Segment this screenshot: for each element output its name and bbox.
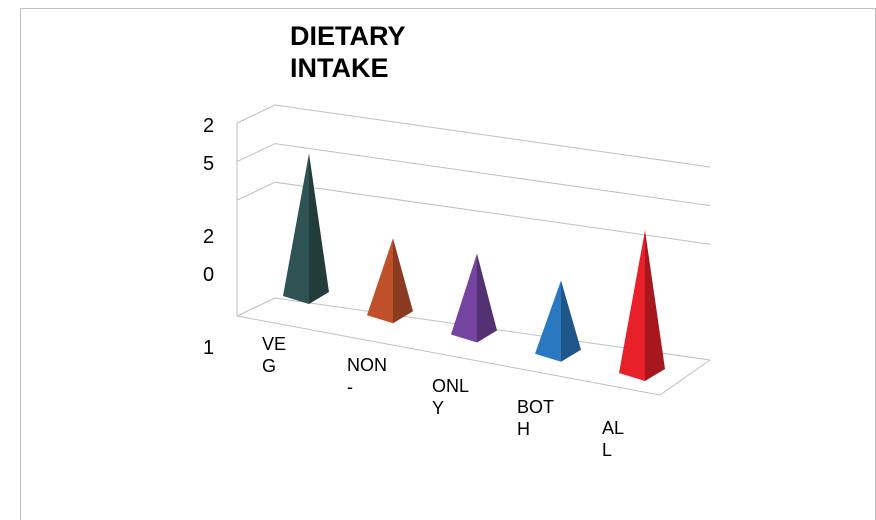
grid-line (236, 104, 711, 168)
chart-title: DIETARY INTAKE (290, 21, 406, 83)
pyramid-left-face (367, 238, 393, 324)
pyramid-left-face (283, 153, 309, 304)
x-tick-label: AL L (602, 418, 625, 460)
y-tick-label: 2 5 (203, 115, 215, 175)
pyramid-left-face (619, 230, 645, 381)
pyramid-right-face (393, 238, 413, 324)
pyramid-left-face (535, 280, 561, 362)
x-tick-label: VE G (262, 334, 287, 376)
x-tick-label: BOT H (517, 397, 555, 439)
grid-line (236, 143, 711, 207)
x-tick-label: NON - (347, 355, 387, 397)
floor-edge (236, 315, 711, 396)
pyramid-right-face (561, 280, 581, 362)
pyramid-right-face (477, 253, 497, 343)
y-tick-label: 1 (203, 337, 215, 359)
y-tick-label: 2 0 (203, 226, 215, 286)
x-tick-label: ONL Y (432, 376, 470, 418)
pyramid-right-face (309, 153, 329, 304)
pyramid-left-face (451, 253, 477, 343)
grid-line (236, 181, 711, 245)
chart-frame (20, 8, 876, 520)
pyramid-right-face (645, 230, 665, 381)
